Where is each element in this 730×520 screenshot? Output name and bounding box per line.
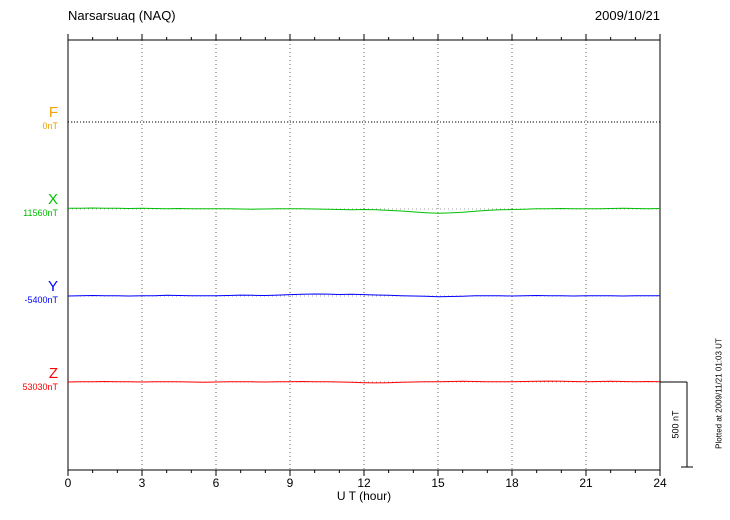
scale-bar-label: 500 nT xyxy=(670,410,681,439)
x-tick-label: 18 xyxy=(505,476,519,490)
series-baseline-X: 11560nT xyxy=(23,208,58,218)
series-letter-X: X xyxy=(47,191,58,208)
series-label-F: F 0nT xyxy=(0,105,58,132)
x-tick-label: 3 xyxy=(139,476,146,490)
plotted-at-note: Plotted at 2009/11/21 01:03 UT xyxy=(714,338,724,449)
series-baseline-F: 0nT xyxy=(42,121,58,131)
series-letter-F: F xyxy=(48,104,58,121)
x-tick-label: 9 xyxy=(287,476,294,490)
station-title: Narsarsuaq (NAQ) xyxy=(68,8,176,23)
trace-Y xyxy=(67,293,661,298)
x-tick-label: 24 xyxy=(653,476,667,490)
series-label-X: X 11560nT xyxy=(0,192,58,219)
series-label-Z: Z 53030nT xyxy=(0,366,58,393)
series-label-Y: Y -5400nT xyxy=(0,279,58,306)
x-tick-label: 15 xyxy=(431,476,445,490)
trace-X xyxy=(67,207,661,214)
x-tick-label: 21 xyxy=(579,476,593,490)
x-axis-title: U T (hour) xyxy=(336,489,392,503)
series-letter-Z: Z xyxy=(48,365,58,382)
date-label: 2009/10/21 xyxy=(594,8,660,23)
series-baseline-Z: 53030nT xyxy=(22,382,58,392)
x-tick-label: 0 xyxy=(65,476,72,490)
series-baseline-Y: -5400nT xyxy=(24,295,58,305)
trace-Z xyxy=(67,380,661,384)
x-tick-label: 6 xyxy=(213,476,220,490)
series-letter-Y: Y xyxy=(47,278,58,295)
x-tick-label: 12 xyxy=(357,476,371,490)
